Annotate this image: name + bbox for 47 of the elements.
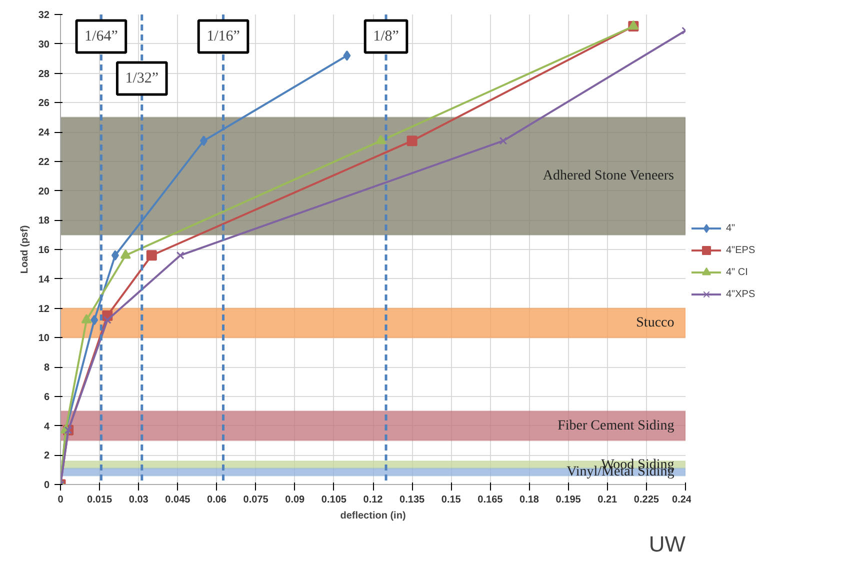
x-tick-label: 0.165 bbox=[478, 494, 504, 506]
x-axis-title: deflection (in) bbox=[340, 510, 406, 522]
x-tick-label: 0.015 bbox=[87, 494, 113, 506]
y-tick-label: 26 bbox=[38, 98, 50, 110]
y-tick-label: 2 bbox=[44, 450, 50, 462]
ref-line-label: 1/8” bbox=[373, 28, 399, 44]
y-tick-label: 10 bbox=[38, 333, 50, 344]
y-tick-label: 6 bbox=[44, 392, 50, 403]
legend-label: 4"XPS bbox=[726, 288, 756, 300]
x-tick-label: 0.225 bbox=[634, 494, 660, 506]
x-tick-label: 0.105 bbox=[321, 494, 347, 506]
x-tick-label: 0.195 bbox=[556, 494, 582, 506]
ref-line-label: 1/16” bbox=[206, 28, 240, 44]
legend-label: 4" bbox=[726, 222, 736, 234]
y-tick-label: 28 bbox=[38, 68, 50, 80]
legend-label: 4"EPS bbox=[726, 244, 756, 256]
y-tick-label: 12 bbox=[38, 304, 50, 315]
x-tick-label: 0.21 bbox=[598, 494, 618, 506]
y-tick-label: 14 bbox=[38, 274, 50, 286]
x-tick-label: 0.03 bbox=[128, 494, 149, 506]
x-tick-label: 0.045 bbox=[165, 494, 191, 506]
ref-line-label: 1/64” bbox=[84, 28, 118, 44]
y-tick-label: 0 bbox=[44, 480, 50, 491]
x-tick-label: 0.15 bbox=[441, 494, 462, 506]
y-tick-label: 30 bbox=[38, 39, 50, 50]
x-tick-label: 0.09 bbox=[285, 494, 306, 506]
x-tick-label: 0.18 bbox=[520, 494, 540, 506]
y-tick-label: 4 bbox=[44, 421, 50, 432]
y-tick-label: 32 bbox=[38, 10, 50, 21]
band-label: Stucco bbox=[636, 315, 674, 330]
x-tick-label: 0.075 bbox=[243, 494, 269, 506]
y-tick-label: 24 bbox=[38, 128, 50, 138]
x-tick-label: 0 bbox=[58, 494, 64, 506]
y-tick-label: 20 bbox=[38, 186, 50, 198]
band-label: Fiber Cement Siding bbox=[558, 418, 674, 434]
x-tick-label: 0.135 bbox=[400, 494, 426, 506]
y-tick-label: 18 bbox=[38, 216, 50, 227]
legend-label: 4" CI bbox=[726, 266, 748, 278]
y-axis-title: Load (psf) bbox=[19, 225, 30, 274]
y-tick-label: 22 bbox=[38, 156, 50, 168]
y-tick-label: 8 bbox=[44, 362, 50, 374]
ref-line-label: 1/32” bbox=[125, 70, 159, 86]
y-tick-label: 16 bbox=[38, 245, 50, 256]
text: UW bbox=[648, 532, 686, 556]
x-tick-label: 0.12 bbox=[363, 494, 384, 506]
x-tick-label: 0.06 bbox=[207, 494, 227, 506]
band-label: Adhered Stone Veneers bbox=[542, 168, 674, 184]
